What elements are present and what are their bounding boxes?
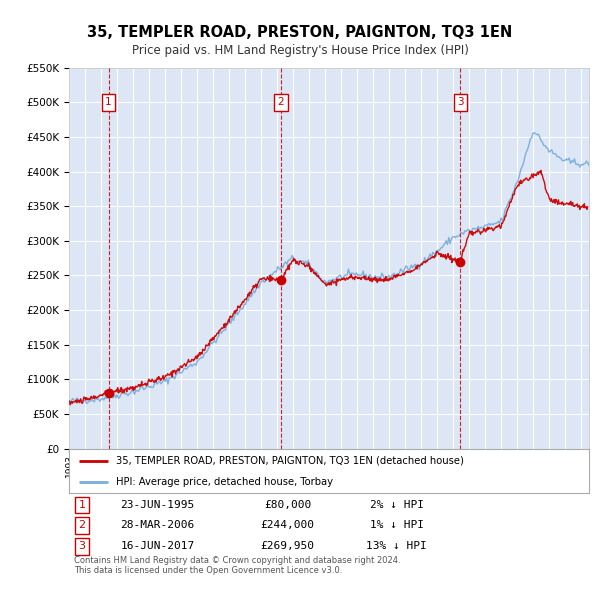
Text: 28-MAR-2006: 28-MAR-2006 xyxy=(121,520,194,530)
Text: Price paid vs. HM Land Registry's House Price Index (HPI): Price paid vs. HM Land Registry's House … xyxy=(131,44,469,57)
Text: 16-JUN-2017: 16-JUN-2017 xyxy=(121,542,194,552)
Text: 2: 2 xyxy=(79,520,86,530)
Text: 2: 2 xyxy=(278,97,284,107)
Text: 3: 3 xyxy=(457,97,464,107)
Text: HPI: Average price, detached house, Torbay: HPI: Average price, detached house, Torb… xyxy=(116,477,333,487)
Text: 3: 3 xyxy=(79,542,86,552)
Text: £269,950: £269,950 xyxy=(260,542,314,552)
Text: £80,000: £80,000 xyxy=(264,500,311,510)
Text: 1: 1 xyxy=(105,97,112,107)
Text: 35, TEMPLER ROAD, PRESTON, PAIGNTON, TQ3 1EN (detached house): 35, TEMPLER ROAD, PRESTON, PAIGNTON, TQ3… xyxy=(116,456,464,466)
Text: Contains HM Land Registry data © Crown copyright and database right 2024.
This d: Contains HM Land Registry data © Crown c… xyxy=(74,556,401,575)
Text: 13% ↓ HPI: 13% ↓ HPI xyxy=(367,542,427,552)
Text: 23-JUN-1995: 23-JUN-1995 xyxy=(121,500,194,510)
Text: 1: 1 xyxy=(79,500,86,510)
Text: 2% ↓ HPI: 2% ↓ HPI xyxy=(370,500,424,510)
Text: 35, TEMPLER ROAD, PRESTON, PAIGNTON, TQ3 1EN: 35, TEMPLER ROAD, PRESTON, PAIGNTON, TQ3… xyxy=(88,25,512,40)
Text: £244,000: £244,000 xyxy=(260,520,314,530)
Text: 1% ↓ HPI: 1% ↓ HPI xyxy=(370,520,424,530)
